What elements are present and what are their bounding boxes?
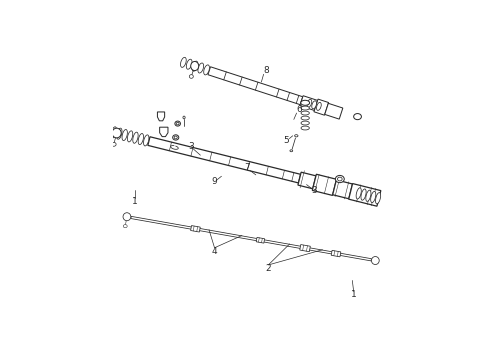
Ellipse shape bbox=[117, 128, 122, 139]
Ellipse shape bbox=[317, 102, 321, 111]
Ellipse shape bbox=[191, 62, 199, 71]
Text: 4: 4 bbox=[212, 247, 218, 256]
Text: 5: 5 bbox=[284, 136, 290, 145]
Ellipse shape bbox=[301, 111, 309, 115]
Polygon shape bbox=[256, 237, 265, 243]
Polygon shape bbox=[314, 99, 329, 115]
Ellipse shape bbox=[395, 199, 403, 208]
Ellipse shape bbox=[144, 135, 149, 146]
Ellipse shape bbox=[361, 189, 366, 200]
Ellipse shape bbox=[192, 61, 198, 71]
Ellipse shape bbox=[301, 100, 310, 105]
Ellipse shape bbox=[122, 130, 127, 140]
Ellipse shape bbox=[312, 101, 317, 109]
Polygon shape bbox=[325, 103, 343, 119]
Ellipse shape bbox=[375, 193, 381, 204]
Ellipse shape bbox=[172, 135, 179, 140]
Ellipse shape bbox=[111, 127, 117, 138]
Polygon shape bbox=[208, 67, 303, 105]
Ellipse shape bbox=[127, 131, 133, 142]
Polygon shape bbox=[349, 184, 381, 206]
Text: 3: 3 bbox=[312, 186, 317, 195]
Ellipse shape bbox=[123, 213, 131, 221]
Text: 8: 8 bbox=[264, 66, 269, 75]
Ellipse shape bbox=[301, 126, 309, 130]
Polygon shape bbox=[191, 226, 200, 232]
Ellipse shape bbox=[366, 190, 371, 201]
Ellipse shape bbox=[370, 192, 376, 203]
Ellipse shape bbox=[290, 150, 293, 152]
Ellipse shape bbox=[354, 113, 362, 120]
Ellipse shape bbox=[301, 116, 309, 120]
Text: 7: 7 bbox=[245, 163, 250, 172]
Text: 2: 2 bbox=[266, 264, 271, 273]
Ellipse shape bbox=[123, 225, 127, 228]
Ellipse shape bbox=[335, 175, 344, 183]
Ellipse shape bbox=[204, 65, 209, 75]
Text: 6: 6 bbox=[296, 105, 302, 114]
Ellipse shape bbox=[112, 142, 116, 146]
Ellipse shape bbox=[198, 63, 204, 73]
Ellipse shape bbox=[307, 99, 312, 107]
Ellipse shape bbox=[180, 57, 186, 67]
Polygon shape bbox=[300, 244, 310, 252]
Ellipse shape bbox=[133, 132, 138, 143]
Text: 1: 1 bbox=[351, 291, 357, 300]
Polygon shape bbox=[298, 172, 316, 189]
Polygon shape bbox=[331, 250, 341, 257]
Ellipse shape bbox=[175, 121, 180, 126]
Text: 9: 9 bbox=[212, 177, 218, 186]
Ellipse shape bbox=[301, 106, 309, 110]
Polygon shape bbox=[300, 96, 318, 111]
Text: 3: 3 bbox=[188, 142, 194, 151]
Ellipse shape bbox=[371, 257, 379, 265]
Polygon shape bbox=[333, 180, 352, 199]
Ellipse shape bbox=[301, 121, 309, 125]
Polygon shape bbox=[148, 137, 300, 183]
Ellipse shape bbox=[356, 188, 361, 199]
Text: 1: 1 bbox=[132, 197, 138, 206]
Ellipse shape bbox=[112, 128, 121, 138]
Ellipse shape bbox=[183, 116, 185, 119]
Ellipse shape bbox=[294, 135, 298, 137]
Polygon shape bbox=[312, 174, 337, 195]
Polygon shape bbox=[131, 216, 371, 261]
Ellipse shape bbox=[138, 134, 144, 145]
Ellipse shape bbox=[186, 59, 192, 69]
Ellipse shape bbox=[189, 75, 194, 78]
